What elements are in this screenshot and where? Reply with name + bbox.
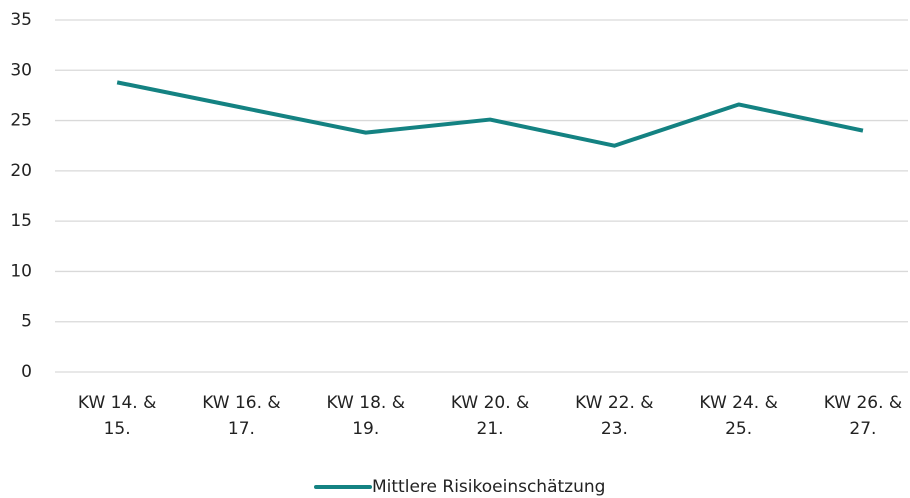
x-tick-label: KW 20. & 21.	[450, 393, 530, 439]
y-tick-label: 10	[10, 261, 32, 281]
y-tick-label: 15	[10, 211, 32, 231]
x-tick-label: KW 16. & 17.	[202, 393, 281, 439]
legend-label: Mittlere Risikoeinschätzung	[372, 477, 605, 497]
data-line	[116, 80, 864, 148]
y-tick-label: 20	[10, 161, 32, 181]
y-tick-label: 0	[21, 362, 32, 382]
x-tick-label: KW 18. & 19.	[326, 393, 405, 439]
x-tick-label: KW 26. & 27.	[823, 393, 903, 439]
y-tick-label: 30	[10, 60, 32, 80]
x-tick-label: KW 24. & 25.	[699, 393, 778, 439]
y-tick-label: 35	[10, 10, 32, 30]
x-tick-label: KW 14. & 15.	[77, 393, 157, 439]
y-tick-label: 5	[21, 312, 32, 332]
y-tick-label: 25	[10, 111, 32, 131]
x-tick-label: KW 22. & 23.	[575, 393, 654, 439]
